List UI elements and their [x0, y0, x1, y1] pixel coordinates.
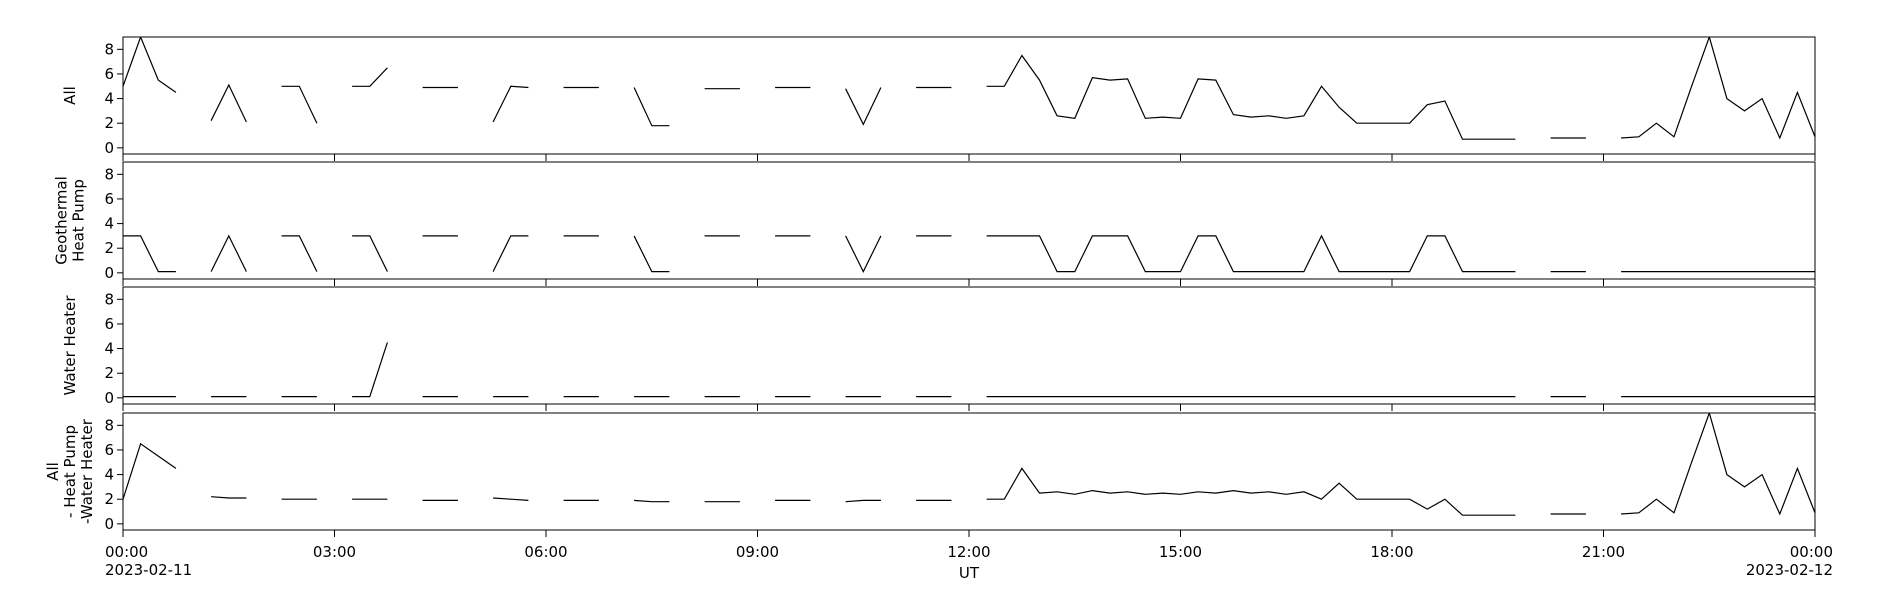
y-tick-label: 0 — [104, 389, 114, 407]
x-tick-label: 09:00 — [736, 543, 779, 561]
y-tick-label: 4 — [104, 90, 114, 108]
y-tick-label: 6 — [104, 65, 114, 83]
y-axis-label-line: -Water Heater — [78, 418, 96, 524]
y-tick-label: 8 — [104, 290, 114, 308]
x-tick-label: 12:00 — [947, 543, 990, 561]
data-line — [123, 37, 1815, 140]
y-tick-label: 0 — [104, 264, 114, 282]
y-axis-label-line: Heat Pump — [70, 179, 88, 262]
x-tick-label: 15:00 — [1159, 543, 1202, 561]
y-tick-label: 4 — [104, 340, 114, 358]
y-axis-label: Water Heater — [61, 295, 79, 396]
y-tick-label: 2 — [104, 239, 114, 257]
y-tick-label: 2 — [104, 364, 114, 382]
y-axis-label: All- Heat Pump-Water Heater — [44, 418, 96, 524]
data-line — [123, 342, 1815, 398]
y-axis-label: All — [61, 86, 79, 105]
data-line — [123, 234, 1815, 273]
y-axis-label-line: Water Heater — [61, 295, 79, 396]
y-axis-label-line: Geothermal — [53, 176, 71, 265]
y-tick-label: 6 — [104, 190, 114, 208]
panel-frame — [122, 161, 1816, 280]
y-axis-label-line: All — [61, 86, 79, 105]
x-date-label: 2023-02-12 — [1746, 561, 1833, 579]
x-tick-label: 21:00 — [1582, 543, 1625, 561]
y-tick-label: 4 — [104, 466, 114, 484]
y-tick-label: 4 — [104, 215, 114, 233]
y-axis-label-line: All — [44, 462, 62, 481]
y-tick-label: 2 — [104, 490, 114, 508]
x-tick-label: 03:00 — [313, 543, 356, 561]
y-tick-label: 8 — [104, 165, 114, 183]
y-axis-label: GeothermalHeat Pump — [53, 176, 88, 265]
y-tick-label: 6 — [104, 441, 114, 459]
x-tick-label: 06:00 — [524, 543, 567, 561]
y-tick-label: 8 — [104, 40, 114, 58]
y-tick-label: 8 — [104, 416, 114, 434]
panel-frame — [122, 36, 1816, 155]
x-date-label: 2023-02-11 — [105, 561, 192, 579]
panel-frame — [122, 412, 1816, 531]
panel-frame — [122, 286, 1816, 405]
x-tick-label: 00:00 — [105, 543, 148, 561]
y-tick-label: 2 — [104, 114, 114, 132]
data-line — [123, 413, 1815, 516]
y-tick-label: 0 — [104, 515, 114, 533]
y-axis-label-line: - Heat Pump — [61, 425, 79, 518]
x-axis-label: UT — [959, 564, 980, 582]
y-tick-label: 0 — [104, 139, 114, 157]
y-tick-label: 6 — [104, 315, 114, 333]
x-tick-label: 00:00 — [1790, 543, 1833, 561]
x-tick-label: 18:00 — [1370, 543, 1413, 561]
